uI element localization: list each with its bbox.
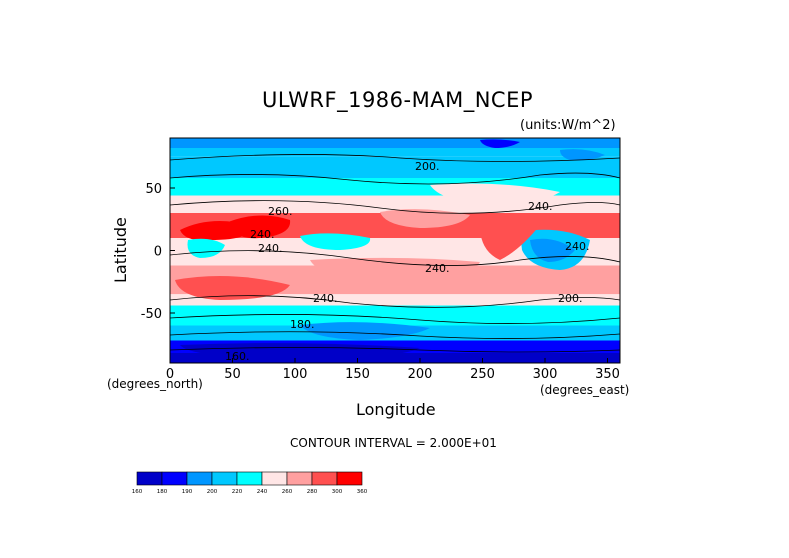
contour-region: [175, 276, 290, 300]
contour-label: 240.: [565, 240, 590, 253]
colorbar-level-label: 200: [207, 489, 218, 495]
contour-line: [169, 200, 621, 214]
y-tick-label: 0: [154, 245, 162, 260]
y-tick-label: -50: [141, 307, 162, 322]
contour-label: 160.: [225, 350, 250, 363]
contour-line: [169, 172, 621, 185]
contour-region: [480, 139, 520, 148]
contour-region: [228, 215, 291, 239]
contour-region: [187, 238, 225, 258]
contour-region: [180, 343, 420, 360]
colorbar-level-label: 160: [132, 489, 143, 495]
colorbar-level-label: 240: [257, 489, 268, 495]
contour-line: [169, 295, 621, 308]
colorbar-level-label: 180: [157, 489, 168, 495]
contour-line: [169, 347, 621, 353]
contour-region: [300, 233, 371, 250]
contour-region: [310, 257, 480, 282]
y-tick-label: 50: [145, 182, 162, 197]
x-tick-label: 200: [408, 367, 433, 382]
x-tick-label: 100: [283, 367, 308, 382]
band-polar-south: [170, 353, 620, 363]
contour-label: 240.: [250, 228, 275, 241]
contour-region: [479, 216, 540, 260]
latitude-band: [170, 294, 620, 306]
units-label: (units:W/m^2): [520, 118, 616, 133]
contour-line: [169, 154, 621, 162]
x-unit-label-right: (degrees_east): [540, 383, 630, 397]
contour-line: [169, 331, 621, 339]
contour-label: 180.: [290, 318, 315, 331]
colorbar-swatch: [311, 471, 338, 486]
x-tick-label: 350: [595, 367, 620, 382]
contour-line: [169, 314, 621, 324]
contour-region: [380, 209, 470, 228]
colorbar-swatch: [161, 471, 188, 486]
contour-label: 200.: [415, 160, 440, 173]
x-tick-label: 300: [533, 367, 558, 382]
x-tick-label: 0: [166, 367, 174, 382]
colorbar-level-label: 260: [282, 489, 293, 495]
x-unit-label-left: (degrees_north): [107, 377, 203, 391]
latitude-band: [170, 305, 620, 326]
band-polar-north: [170, 138, 620, 148]
x-tick-label: 50: [224, 367, 241, 382]
colorbar-level-label: 190: [182, 489, 193, 495]
chart-title: ULWRF_1986-MAM_NCEP: [262, 88, 534, 112]
colorbar-level-label: 280: [307, 489, 318, 495]
colorbar-swatch: [261, 471, 288, 486]
colorbar-level-label: 300: [332, 489, 343, 495]
contour-label: 240.: [313, 292, 338, 305]
contour-line: [169, 250, 621, 266]
contour-region: [430, 183, 560, 205]
colorbar-swatch: [236, 471, 263, 486]
contour-label: 240.: [528, 200, 553, 213]
contour-label: 260.: [268, 205, 293, 218]
colorbar-level-label: 360: [357, 489, 368, 495]
x-tick-label: 150: [345, 367, 370, 382]
colorbar-swatch: [186, 471, 213, 486]
x-axis-label: Longitude: [356, 400, 436, 419]
contour-label: 200.: [558, 292, 583, 305]
contour-region: [560, 149, 605, 161]
colorbar-swatch: [211, 471, 238, 486]
colorbar-swatch: [136, 471, 163, 486]
colorbar-swatch: [336, 471, 363, 486]
colorbar-level-label: 220: [232, 489, 243, 495]
colorbar-swatch: [286, 471, 313, 486]
contour-interval: CONTOUR INTERVAL = 2.000E+01: [290, 436, 497, 450]
x-tick-label: 250: [470, 367, 495, 382]
contour-label: 240.: [425, 262, 450, 275]
latitude-band: [170, 156, 620, 178]
contour-label: 240.: [258, 242, 283, 255]
contour-region: [300, 322, 430, 340]
